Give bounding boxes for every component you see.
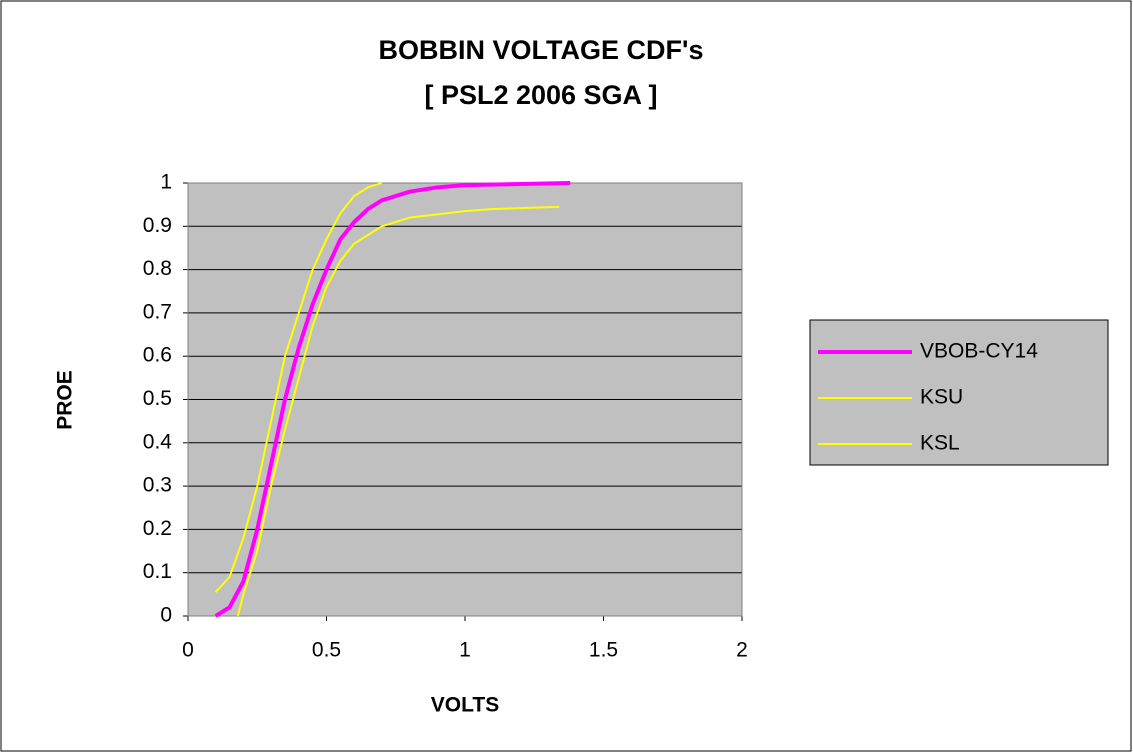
x-tick-label: 2: [736, 639, 748, 662]
legend-box: [809, 319, 1109, 466]
y-tick-label: 0.9: [143, 214, 172, 237]
x-tick-label: 0: [182, 639, 194, 662]
y-tick-label: 0.1: [143, 560, 172, 583]
plot-border: [187, 182, 743, 617]
legend-label: KSL: [920, 432, 960, 455]
y-tick-label: 0.2: [143, 517, 172, 540]
x-tick-label: 1.5: [589, 639, 618, 662]
series-line: [214, 182, 383, 593]
chart-title: BOBBIN VOLTAGE CDF's: [379, 35, 704, 65]
y-tick-label: 1: [160, 171, 172, 194]
series-line: [214, 181, 571, 618]
x-tick-label: 1: [459, 639, 471, 662]
legend-label: VBOB-CY14: [920, 340, 1038, 363]
y-tick-label: 0.4: [143, 430, 173, 453]
y-tick-label: 0.5: [143, 387, 172, 410]
chart-subtitle: [ PSL2 2006 SGA ]: [424, 80, 657, 110]
x-tick-label: 0.5: [312, 639, 341, 662]
series-line: [236, 205, 560, 617]
y-tick-label: 0: [160, 604, 172, 627]
legend-label: KSU: [920, 386, 963, 409]
y-tick-label: 0.7: [143, 300, 172, 323]
y-axis-label: PROE: [54, 370, 77, 430]
x-axis-label: VOLTS: [431, 694, 499, 717]
y-tick-label: 0.3: [143, 474, 172, 497]
y-tick-label: 0.8: [143, 257, 172, 280]
y-tick-label: 0.6: [143, 344, 172, 367]
